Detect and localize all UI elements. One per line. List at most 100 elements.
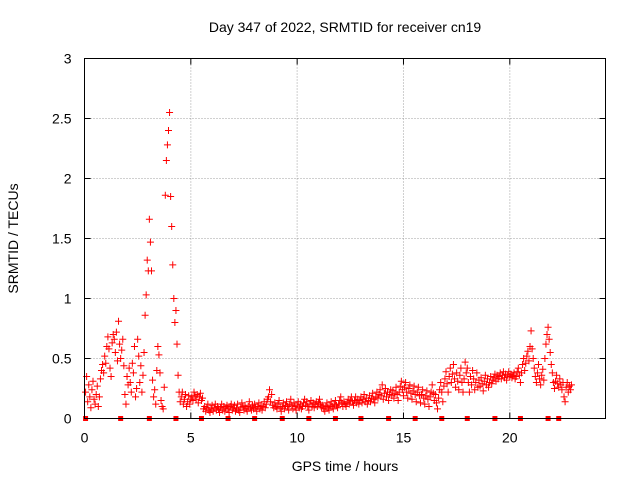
data-point <box>188 393 196 401</box>
data-point <box>123 373 131 380</box>
data-point <box>159 405 167 413</box>
data-point <box>104 333 112 341</box>
data-point <box>170 295 178 302</box>
x-axis-label: GPS time / hours <box>292 458 399 474</box>
data-point <box>553 371 561 379</box>
data-point <box>404 394 412 402</box>
data-point <box>456 371 464 379</box>
data-point <box>122 400 130 408</box>
data-point <box>426 393 434 401</box>
data-point <box>268 391 276 398</box>
y-tick-label: 0 <box>64 411 72 427</box>
data-point <box>287 395 295 403</box>
data-point <box>171 319 179 326</box>
data-point <box>523 352 531 360</box>
data-point <box>441 375 449 383</box>
data-point <box>412 398 420 406</box>
data-point <box>531 373 539 380</box>
data-point <box>360 391 368 398</box>
data-point <box>435 394 443 402</box>
data-point <box>329 405 337 413</box>
data-point <box>406 381 414 389</box>
data-point <box>100 369 108 377</box>
data-point <box>358 399 366 407</box>
data-point <box>202 407 210 415</box>
data-point <box>459 388 467 396</box>
y-tick-label: 3 <box>64 51 72 67</box>
data-point <box>512 373 520 380</box>
data-point <box>167 193 175 200</box>
data-point <box>234 400 242 408</box>
data-point <box>513 368 521 376</box>
data-point <box>149 376 157 384</box>
data-point <box>138 388 146 396</box>
data-point <box>135 352 143 360</box>
data-point <box>432 399 440 407</box>
data-point <box>410 382 418 390</box>
data-point <box>560 393 568 401</box>
data-point <box>431 391 439 398</box>
data-point <box>173 340 181 348</box>
data-point <box>479 387 487 395</box>
data-point <box>548 369 556 377</box>
data-point <box>403 388 411 396</box>
data-point <box>128 359 136 367</box>
data-point <box>105 345 113 353</box>
data-point <box>380 389 388 397</box>
data-point <box>271 399 279 407</box>
data-point <box>566 386 574 394</box>
data-point <box>157 397 165 404</box>
data-point <box>540 376 548 384</box>
x-tick-label: 20 <box>502 430 518 446</box>
data-point <box>196 389 204 397</box>
data-point <box>455 386 463 394</box>
data-point <box>434 405 442 413</box>
data-point <box>544 323 552 331</box>
data-point <box>160 383 168 391</box>
y-tick-label: 2 <box>64 171 72 187</box>
x-tick-label: 5 <box>187 430 195 446</box>
grid <box>84 58 606 419</box>
data-point <box>562 383 570 391</box>
data-point <box>473 369 481 377</box>
data-point <box>174 371 182 379</box>
data-point <box>310 404 318 412</box>
x-tick-label: 10 <box>289 430 305 446</box>
data-point <box>168 223 176 230</box>
data-point <box>85 381 93 389</box>
data-point <box>116 340 124 348</box>
data-point <box>416 399 424 407</box>
data-point <box>419 386 427 394</box>
data-point <box>223 401 231 409</box>
data-point <box>550 385 558 392</box>
y-tick-label: 2.5 <box>52 111 72 127</box>
data-point <box>468 381 476 389</box>
data-point <box>439 398 447 406</box>
data-point <box>545 335 553 343</box>
data-point <box>536 375 544 383</box>
data-point <box>409 387 417 395</box>
y-tick-label: 1.5 <box>52 231 72 247</box>
data-point <box>422 392 430 400</box>
data-point <box>262 400 270 408</box>
data-point <box>543 331 551 338</box>
data-point <box>546 349 554 356</box>
data-point <box>130 343 138 350</box>
data-point <box>169 261 177 269</box>
data-point <box>204 400 212 408</box>
data-point <box>447 379 455 386</box>
data-point <box>88 386 96 394</box>
data-point <box>465 388 473 396</box>
data-point <box>164 127 172 134</box>
data-point <box>102 359 110 367</box>
data-point <box>325 406 333 414</box>
data-point <box>413 388 421 396</box>
data-point <box>101 352 109 360</box>
data-point <box>334 404 342 412</box>
data-point <box>528 345 536 353</box>
data-point <box>488 380 496 388</box>
data-point <box>87 404 95 412</box>
data-point <box>510 369 518 377</box>
data-point <box>554 380 562 388</box>
